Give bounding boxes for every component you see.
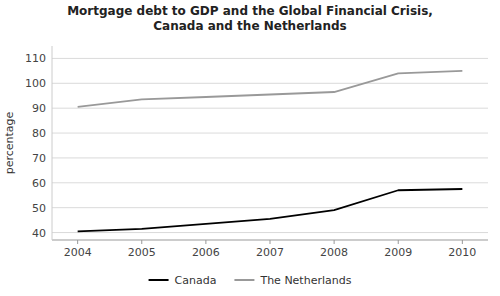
x-tick-label: 2006 [192,246,220,259]
legend-label: The Netherlands [259,274,351,287]
x-tick [334,240,335,244]
y-tick-label: 50 [32,202,46,215]
x-tick [270,240,271,244]
grid [52,58,488,232]
legend-swatch [234,279,254,281]
x-tick-label: 2010 [448,246,476,259]
title-line: Canada and the Netherlands [153,19,346,33]
grid-line [52,232,488,233]
y-axis-line [52,46,53,240]
y-tick-label: 40 [32,227,46,240]
grid-line [52,133,488,134]
x-tick [462,240,463,244]
legend-item: Canada [149,274,217,287]
grid-line [52,83,488,84]
series-lines [78,71,463,231]
x-tick [77,240,78,244]
chart: Mortgage debt to GDP and the Global Fina… [0,0,500,296]
grid-line [52,108,488,109]
x-tick-label: 2007 [256,246,284,259]
y-tick-label: 100 [25,77,46,90]
grid-line [52,182,488,183]
y-axis-label: percentage [3,111,16,174]
x-tick-label: 2005 [128,246,156,259]
y-tick-label: 90 [32,102,46,115]
legend-item: The Netherlands [234,274,351,287]
x-tick-label: 2004 [64,246,92,259]
title: Mortgage debt to GDP and the Global Fina… [67,4,433,33]
title-line: Mortgage debt to GDP and the Global Fina… [67,4,433,18]
x-tick [398,240,399,244]
y-tick-label: 60 [32,177,46,190]
x-tick [141,240,142,244]
y-tick-label: 110 [25,52,46,65]
legend-label: Canada [175,274,217,287]
grid-line [52,157,488,158]
series-line [78,189,463,231]
legend-swatch [149,279,169,281]
y-tick-label: 70 [32,152,46,165]
y-tick-label: 80 [32,127,46,140]
grid-line [52,207,488,208]
series-line [78,71,463,107]
x-tick-label: 2009 [384,246,412,259]
x-tick-label: 2008 [320,246,348,259]
grid-line [52,58,488,59]
x-tick [205,240,206,244]
legend: Canada The Netherlands [149,274,352,287]
